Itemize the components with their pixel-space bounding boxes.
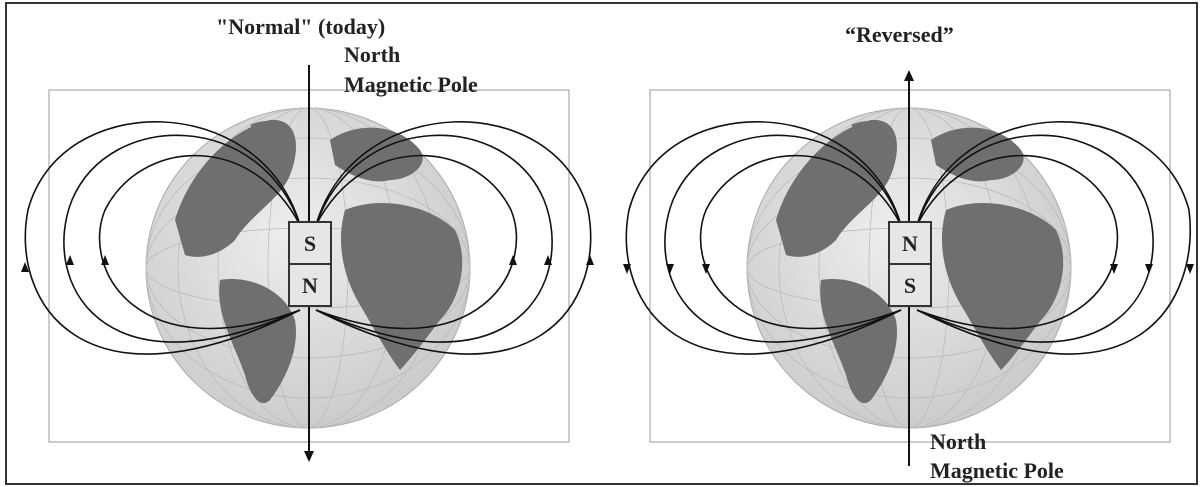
right-magnet-top-label: N — [902, 231, 918, 256]
right-panel: N S “Reversed” North Magnetic Pole — [623, 22, 1194, 483]
right-pole-label-line2: Magnetic Pole — [930, 458, 1064, 483]
right-bar-magnet: N S — [888, 221, 932, 307]
left-panel: S N "Normal" (today) North Magnetic Pole — [21, 14, 594, 462]
left-magnet-top-label: S — [304, 231, 316, 256]
left-pole-label-line1: North — [344, 42, 400, 67]
figure-frame — [5, 2, 1198, 485]
right-field-lines — [625, 121, 1191, 355]
right-panel-title: “Reversed” — [845, 22, 954, 47]
left-continents — [175, 119, 463, 404]
left-pole-label-line2: Magnetic Pole — [344, 72, 478, 97]
left-field-arrows — [21, 255, 594, 272]
right-continents — [776, 119, 1064, 404]
left-bar-magnet: S N — [288, 221, 332, 307]
right-axis-arrowhead — [904, 70, 914, 81]
left-panel-title: "Normal" (today) — [216, 14, 385, 39]
left-axis-arrowhead — [304, 451, 314, 462]
left-magnet-bottom-label: N — [302, 273, 318, 298]
right-pole-label-line1: North — [930, 429, 986, 454]
right-magnet-bottom-label: S — [904, 273, 916, 298]
left-field-lines — [24, 121, 592, 355]
right-field-arrows — [623, 264, 1194, 274]
